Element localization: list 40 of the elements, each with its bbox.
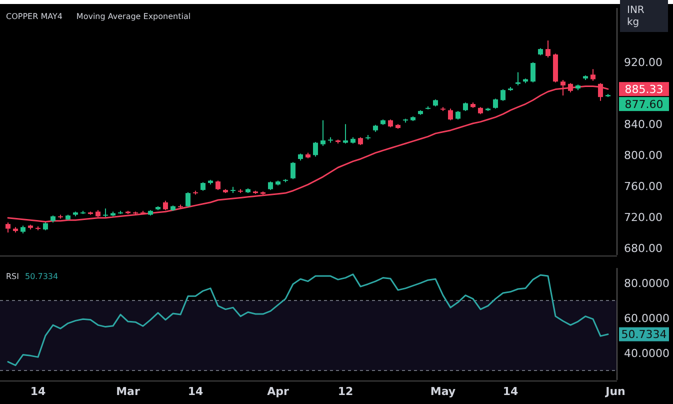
- text: 50.7334: [621, 328, 667, 342]
- candlestick: [290, 162, 296, 180]
- x-tick-label: May: [430, 385, 456, 398]
- x-tick-label: 12: [338, 385, 354, 398]
- candlestick: [493, 98, 498, 110]
- candlestick: [216, 180, 220, 190]
- x-tick-label: 14: [502, 385, 518, 398]
- candlestick: [313, 141, 318, 158]
- candlestick: [590, 68, 596, 82]
- candlestick: [500, 88, 506, 102]
- annotation: 50.7334: [25, 272, 58, 281]
- y-tick-label: 60.0000: [624, 312, 670, 325]
- candlestick: [320, 120, 326, 146]
- y-tick-label: 80.0000: [624, 276, 670, 290]
- line-series: [7, 274, 609, 366]
- y-tick-label: 760.00: [624, 180, 662, 193]
- text: RSI: [6, 272, 19, 281]
- x-tick-label: 14: [188, 385, 204, 398]
- candlestick: [546, 40, 550, 58]
- y-tick-label: 800.00: [624, 148, 662, 162]
- x-tick-label: Jun: [604, 385, 626, 398]
- candlestick: [516, 72, 520, 86]
- candlestick: [6, 222, 10, 234]
- y-tick-label: 840.00: [624, 118, 662, 131]
- y-tick-label: 40.0000: [624, 346, 670, 360]
- text: COPPER MAY4: [6, 12, 62, 21]
- x-tick-label: Mar: [116, 385, 140, 398]
- y-axis-title: INR kg: [627, 5, 644, 28]
- y-tick-label: 920.00: [624, 56, 662, 70]
- text: 885.33: [624, 82, 664, 96]
- candlestick: [186, 192, 190, 208]
- x-tick-label: 14: [30, 385, 46, 398]
- text: 877.60: [624, 98, 664, 111]
- y-tick-label: 680.00: [624, 242, 662, 255]
- candlestick: [163, 200, 168, 211]
- candlestick: [448, 108, 453, 121]
- y-tick-label: 720.00: [624, 210, 662, 224]
- x-tick-label: Apr: [267, 385, 290, 398]
- text: Moving Average Exponential: [76, 12, 191, 21]
- candlestick: [530, 62, 536, 83]
